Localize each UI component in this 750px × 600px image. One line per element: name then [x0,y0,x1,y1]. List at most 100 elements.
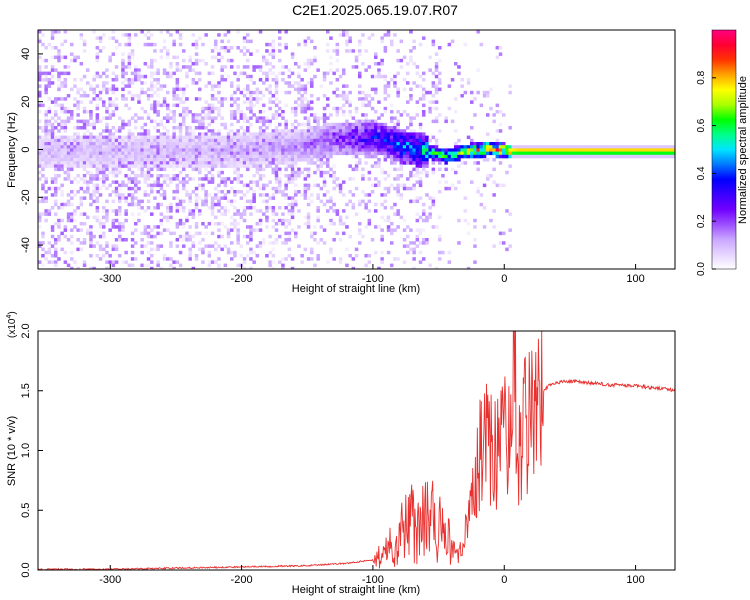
spectrogram-cell [185,106,189,111]
spectrogram-cell [66,164,71,168]
spectrogram-cell [438,215,442,220]
spectrogram-cell [66,170,71,175]
spectrogram-cell [185,158,189,162]
spectrogram-cell [354,138,359,143]
spectrogram-cell [364,206,368,210]
spectrogram-cell [223,126,228,130]
spectrogram-cell [297,103,301,108]
spectrogram-cell [92,97,96,101]
spectrogram-cell [230,199,234,204]
snr-y-multiplier-base: (x10 [7,318,18,338]
spectrogram-cell [364,202,368,207]
spectrogram-cell [57,238,61,242]
spectrogram-cell [146,174,151,178]
spectrogram-cell [374,177,378,181]
spectrogram-cell [220,74,224,79]
spectrogram-cell [255,142,260,146]
spectrogram-cell [412,241,416,245]
spectrogram-cell [207,158,212,162]
spectrogram-cell [182,100,186,104]
spectrogram-cell [153,49,157,53]
spectrogram-cell [402,158,407,162]
spectrogram-cell [156,177,160,181]
spectrogram-cell [242,129,247,133]
spectrogram-cell [409,94,413,98]
spectrogram-cell [274,113,279,117]
spectrogram-cell [335,183,340,188]
spectrogram-cell [124,158,128,162]
spectrogram-cell [255,154,260,159]
spectrogram-cell [310,100,314,104]
spectrogram-cell [102,180,106,184]
spectrogram-cell [406,158,410,162]
spectrogram-cell [303,158,308,162]
spectrogram-cell [294,110,298,114]
spectrogram-cell [82,49,87,53]
spectrogram-cell [361,122,365,127]
spectrogram-cell [50,158,55,162]
spectrogram-cell [534,148,538,152]
spectrogram-cell [98,138,103,143]
spectrogram-cell [246,148,250,152]
spectrogram-cell [444,119,448,124]
spectrogram-cell [258,65,263,69]
spectrogram-cell [476,151,480,156]
spectrogram-cell [146,170,151,175]
spectrogram-cell [95,113,100,117]
spectrogram-cell [473,244,477,248]
spectrogram-cell [338,238,343,242]
spectrogram-cell [153,164,157,168]
spectrogram-cell [92,119,96,124]
spectrogram-cell [204,225,208,229]
spectrogram-cell [175,238,180,242]
spectrogram-cell [172,190,176,194]
snr-y-ticks: 0.00.51.01.52.0 [20,323,43,578]
spectrogram-cell [335,87,340,92]
spectrogram-cell [614,145,618,149]
spectrogram-cell [383,132,388,136]
spectrogram-cell [329,62,333,66]
spectrogram-cell [342,113,346,117]
spectrogram-cell [297,190,301,194]
spectrogram-cell [143,151,148,156]
spectrogram-cell [262,148,266,152]
spectrogram-cell [236,110,240,114]
spectrogram-cell [220,142,224,146]
spectrogram-cell [92,138,96,143]
spectrogram-cell [105,129,109,133]
spectrogram-cell [556,148,560,152]
spectrogram-cell [41,103,45,108]
spectrogram-cell [306,58,311,63]
spectrogram-cell [172,71,176,76]
spectrogram-cell [44,78,48,82]
spectrogram-cell [201,177,205,181]
spectrogram-cell [310,151,314,156]
spectrogram-cell [290,142,295,146]
spectrogram-cell [70,212,74,216]
spectrogram-cell [399,164,404,168]
spectrogram-cell [95,74,100,79]
spectrogram-cell [236,190,240,194]
spectrogram-cell [262,193,266,197]
spectrogram-cell [233,110,237,114]
spectrogram-cell [130,238,135,242]
spectrogram-cell [54,161,58,165]
spectrogram-cell [361,90,365,95]
spectrogram-cell [418,151,423,156]
spectrogram-cell [342,231,346,236]
spectrogram-cell [342,151,346,156]
spectrogram-cell [63,39,68,44]
spectrogram-cell [249,228,253,232]
spectrogram-cell [287,68,292,72]
spectrogram-cell [246,225,250,229]
spectrogram-cell [316,209,320,213]
spectrogram-cell [300,254,304,258]
spectrogram-cell [367,177,372,181]
spectrogram-cell [169,138,173,143]
spectrogram-cell [306,116,311,120]
spectrogram-cell [223,49,228,53]
spectrogram-cell [118,228,122,232]
spectrogram-cell [236,234,240,239]
spectrogram-cell [438,180,442,184]
spectrogram-cell [63,122,68,127]
